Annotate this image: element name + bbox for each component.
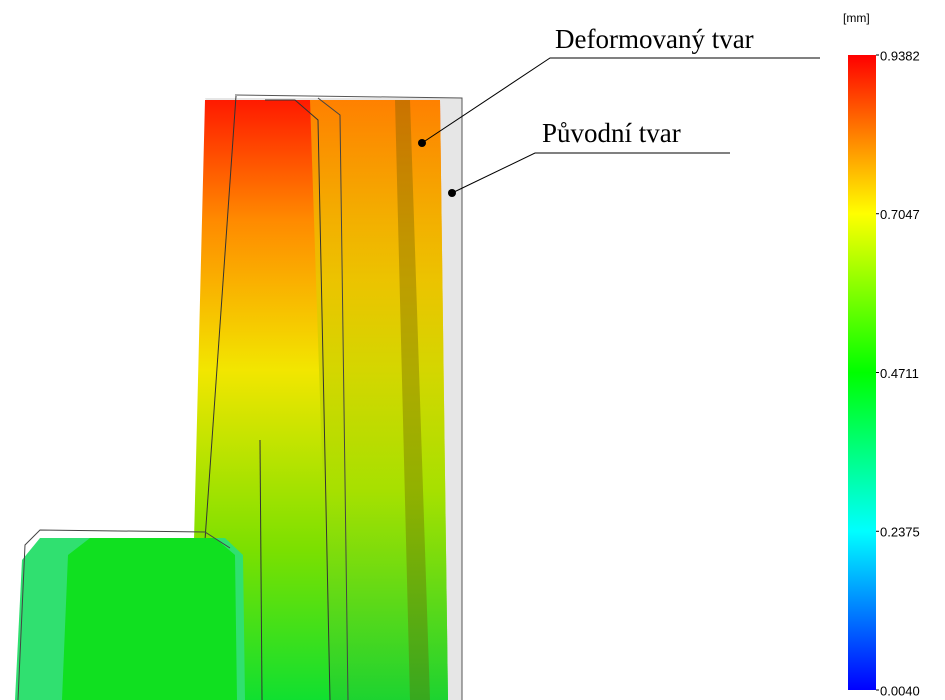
base-block-front	[62, 538, 237, 700]
colorbar-unit: [mm]	[843, 11, 870, 25]
annotation: Deformovaný tvar	[555, 24, 754, 54]
colorbar-tick-label: 0.2375	[880, 525, 920, 540]
screen: Deformovaný tvar Původní tvar [mm] 0.938…	[0, 0, 945, 700]
colorbar: 0.9382 0.7047 0.4711 0.2375 0.0040	[848, 48, 920, 698]
annotation: Původní tvar	[542, 118, 681, 148]
viewport: Deformovaný tvar Původní tvar [mm] 0.938…	[0, 0, 945, 700]
colorbar-tick-label: 0.0040	[880, 683, 920, 698]
colorbar-tick-label: 0.9382	[880, 48, 920, 63]
colorbar-tick-label: 0.7047	[880, 207, 920, 222]
leader-dot	[418, 139, 426, 147]
leader-dot	[448, 189, 456, 197]
column-face	[310, 100, 448, 700]
annotations: Deformovaný tvar Původní tvar	[418, 24, 820, 197]
leader-line	[452, 153, 730, 193]
colorbar-tick-label: 0.4711	[880, 366, 919, 381]
colorbar-gradient	[848, 55, 876, 690]
model	[15, 95, 462, 700]
